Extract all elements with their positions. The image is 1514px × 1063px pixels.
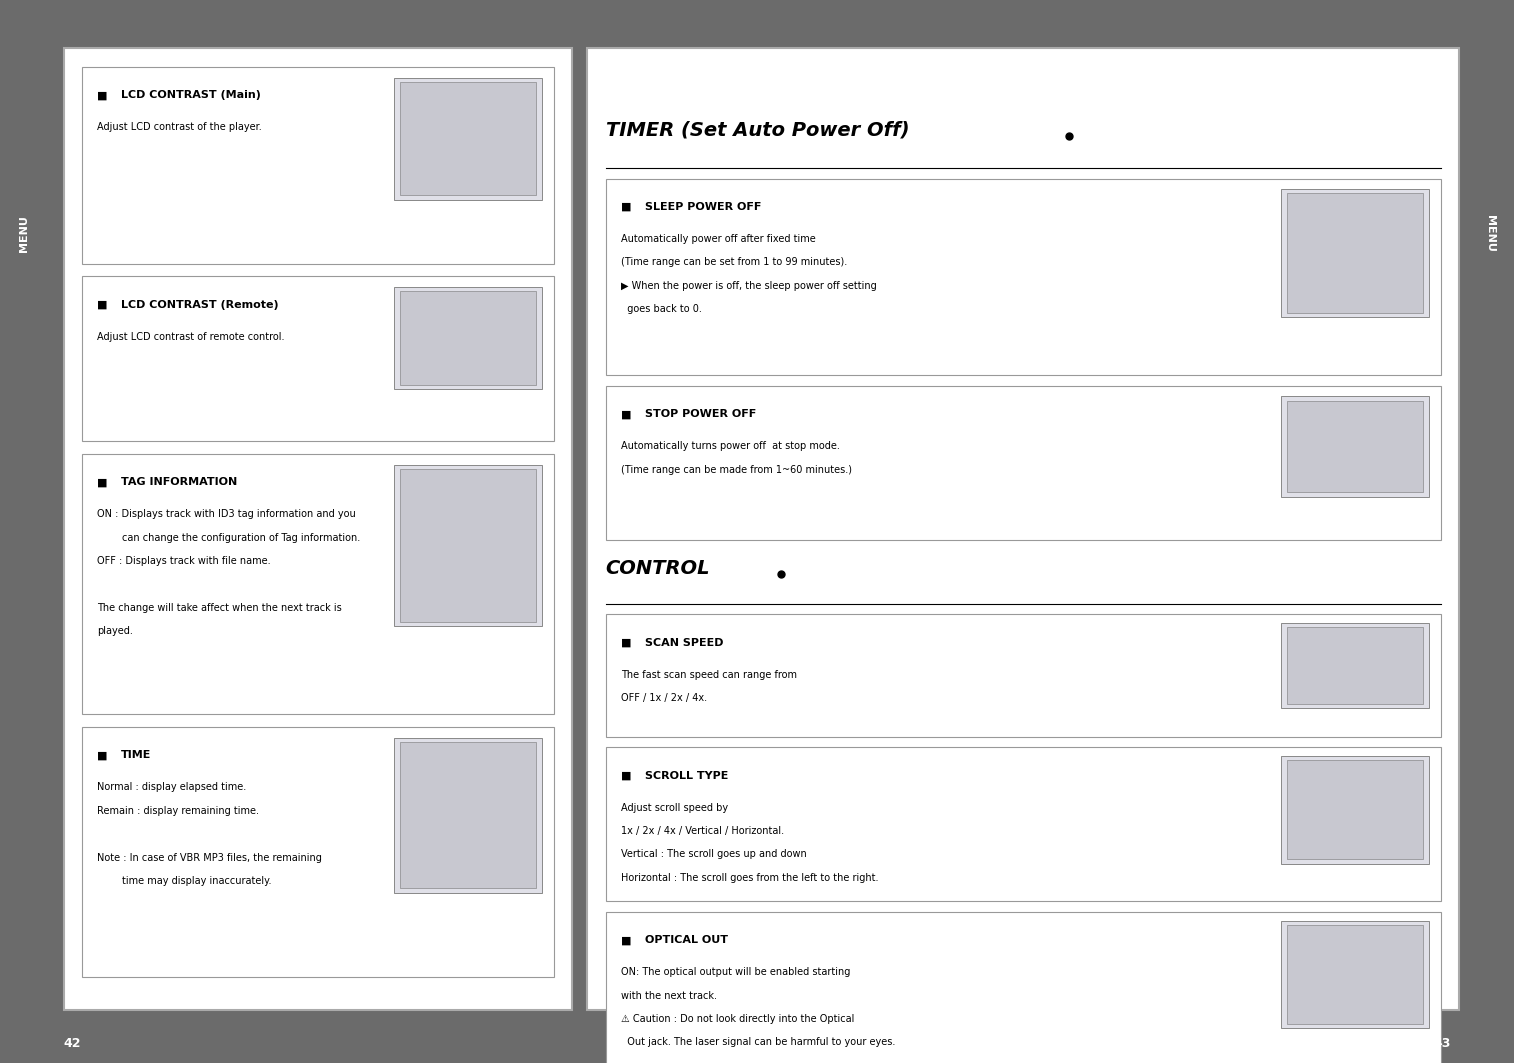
Text: with the next track.: with the next track. <box>621 991 716 1000</box>
Bar <box>400 742 536 889</box>
Text: The fast scan speed can range from: The fast scan speed can range from <box>621 670 796 679</box>
Bar <box>394 738 542 893</box>
Text: ON: The optical output will be enabled starting: ON: The optical output will be enabled s… <box>621 967 851 977</box>
Bar <box>400 469 536 622</box>
Text: 42: 42 <box>64 1037 82 1050</box>
Text: goes back to 0.: goes back to 0. <box>621 304 701 314</box>
Text: Remain : display remaining time.: Remain : display remaining time. <box>97 806 259 815</box>
Bar <box>606 912 1441 1063</box>
Text: TIMER (Set Auto Power Off): TIMER (Set Auto Power Off) <box>606 120 908 139</box>
Text: (Time range can be set from 1 to 99 minutes).: (Time range can be set from 1 to 99 minu… <box>621 257 846 267</box>
Text: ■: ■ <box>621 409 631 419</box>
Text: 43: 43 <box>1434 1037 1450 1050</box>
Bar <box>606 386 1441 540</box>
Text: CONTROL: CONTROL <box>606 559 710 578</box>
Text: SLEEP POWER OFF: SLEEP POWER OFF <box>645 202 762 212</box>
Text: ■: ■ <box>621 202 631 212</box>
Text: Out jack. The laser signal can be harmful to your eyes.: Out jack. The laser signal can be harmfu… <box>621 1037 895 1047</box>
Text: Adjust LCD contrast of remote control.: Adjust LCD contrast of remote control. <box>97 332 285 341</box>
Text: The change will take affect when the next track is: The change will take affect when the nex… <box>97 603 342 612</box>
Text: ■: ■ <box>97 750 107 760</box>
Text: LCD CONTRAST (Remote): LCD CONTRAST (Remote) <box>121 300 279 309</box>
Text: Automatically power off after fixed time: Automatically power off after fixed time <box>621 234 816 243</box>
Bar <box>1281 921 1429 1029</box>
Text: Note : In case of VBR MP3 files, the remaining: Note : In case of VBR MP3 files, the rem… <box>97 853 322 862</box>
Bar <box>1281 189 1429 317</box>
Bar <box>0 0 58 1063</box>
Bar <box>606 614 1441 737</box>
Text: OFF / 1x / 2x / 4x.: OFF / 1x / 2x / 4x. <box>621 693 707 703</box>
Text: ■: ■ <box>97 477 107 487</box>
Text: can change the configuration of Tag information.: can change the configuration of Tag info… <box>97 533 360 542</box>
Text: SCROLL TYPE: SCROLL TYPE <box>645 771 728 780</box>
Text: ■: ■ <box>97 300 107 309</box>
Text: time may display inaccurately.: time may display inaccurately. <box>97 876 271 885</box>
Bar <box>1287 193 1423 313</box>
Bar <box>1287 760 1423 859</box>
Bar <box>1281 623 1429 709</box>
Bar <box>606 747 1441 901</box>
Text: ■: ■ <box>621 638 631 647</box>
Text: ⚠ Caution : Do not look directly into the Optical: ⚠ Caution : Do not look directly into th… <box>621 1014 854 1024</box>
Text: Automatically turns power off  at stop mode.: Automatically turns power off at stop mo… <box>621 441 840 451</box>
Bar <box>82 67 554 264</box>
Bar <box>394 287 542 389</box>
Text: MENU: MENU <box>1485 216 1494 252</box>
Text: ▶ When the power is off, the sleep power off setting: ▶ When the power is off, the sleep power… <box>621 281 877 290</box>
Text: STOP POWER OFF: STOP POWER OFF <box>645 409 755 419</box>
Text: OFF : Displays track with file name.: OFF : Displays track with file name. <box>97 556 271 566</box>
Bar <box>394 78 542 200</box>
Text: Adjust scroll speed by: Adjust scroll speed by <box>621 803 728 812</box>
Bar <box>64 48 572 1010</box>
Bar <box>1287 925 1423 1025</box>
Text: (Time range can be made from 1~60 minutes.): (Time range can be made from 1~60 minute… <box>621 465 852 474</box>
Bar <box>400 291 536 385</box>
Text: Adjust LCD contrast of the player.: Adjust LCD contrast of the player. <box>97 122 262 132</box>
Text: SCAN SPEED: SCAN SPEED <box>645 638 724 647</box>
Text: ON : Displays track with ID3 tag information and you: ON : Displays track with ID3 tag informa… <box>97 509 356 519</box>
Text: ■: ■ <box>621 771 631 780</box>
Bar <box>1287 627 1423 704</box>
Bar <box>1281 396 1429 496</box>
Bar <box>1456 0 1514 1063</box>
Text: MENU: MENU <box>20 216 29 252</box>
Bar <box>82 727 554 977</box>
Text: OPTICAL OUT: OPTICAL OUT <box>645 935 728 945</box>
Text: LCD CONTRAST (Main): LCD CONTRAST (Main) <box>121 90 260 100</box>
Bar <box>394 465 542 626</box>
Text: 1x / 2x / 4x / Vertical / Horizontal.: 1x / 2x / 4x / Vertical / Horizontal. <box>621 826 784 836</box>
Text: ■: ■ <box>97 90 107 100</box>
Bar <box>400 82 536 196</box>
Bar <box>82 276 554 441</box>
Text: Normal : display elapsed time.: Normal : display elapsed time. <box>97 782 247 792</box>
Bar <box>82 454 554 714</box>
Text: ■: ■ <box>621 935 631 945</box>
Text: TIME: TIME <box>121 750 151 760</box>
Text: played.: played. <box>97 626 133 636</box>
Bar <box>606 179 1441 375</box>
Text: Horizontal : The scroll goes from the left to the right.: Horizontal : The scroll goes from the le… <box>621 873 878 882</box>
Bar <box>1287 401 1423 492</box>
Bar <box>1281 756 1429 863</box>
Text: TAG INFORMATION: TAG INFORMATION <box>121 477 238 487</box>
Text: Vertical : The scroll goes up and down: Vertical : The scroll goes up and down <box>621 849 807 859</box>
Bar <box>587 48 1459 1010</box>
